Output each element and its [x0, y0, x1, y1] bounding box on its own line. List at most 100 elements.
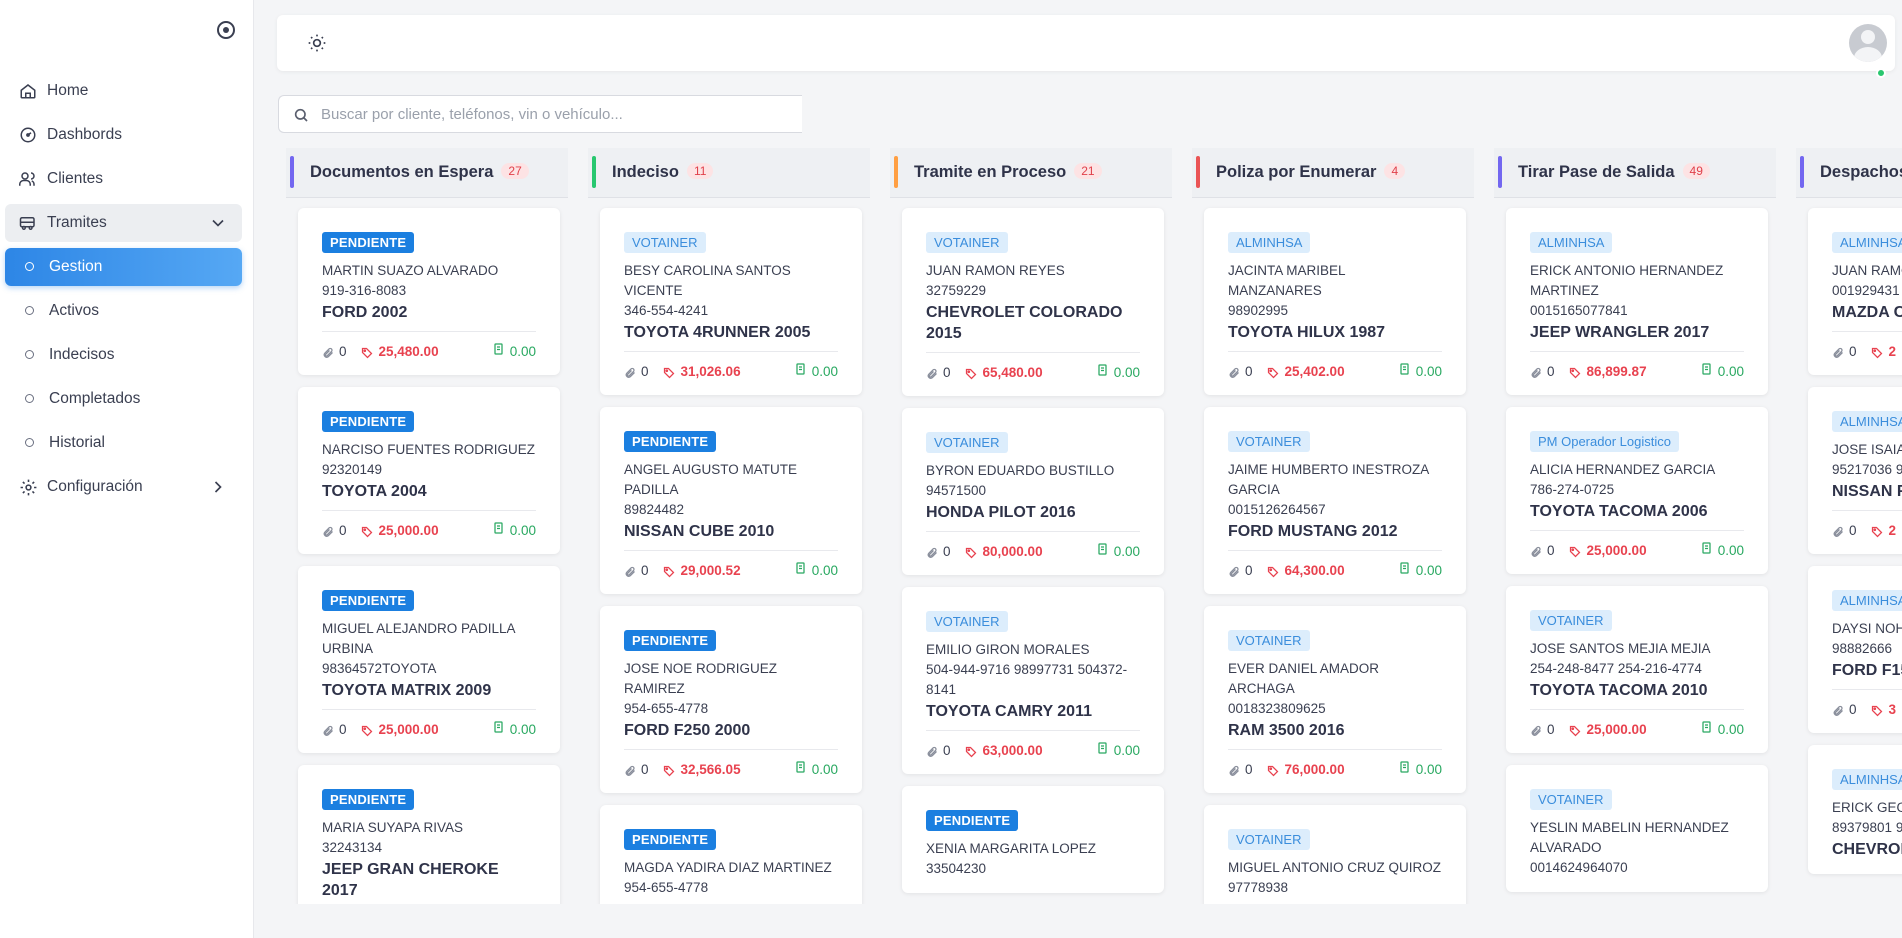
status-badge: VOTAINER — [926, 232, 1008, 253]
price-tag-icon — [1569, 366, 1581, 378]
amount-paid: 0.00 — [811, 562, 838, 578]
chevron-right-icon — [208, 477, 228, 497]
tramite-card[interactable]: PENDIENTE MAGDA YADIRA DIAZ MARTINEZ 954-6… — [600, 805, 862, 904]
status-badge: ALMINHSA — [1832, 590, 1902, 611]
column-header[interactable]: Documentos en Espera 27 — [286, 148, 568, 198]
client-phone: 0015165077841 — [1530, 303, 1628, 318]
amount-paid: 0.00 — [1717, 363, 1744, 379]
vehicle-label: TOYOTA TACOMA 2006 — [1530, 503, 1708, 520]
status-badge: PENDIENTE — [322, 590, 415, 611]
tramite-card[interactable]: PENDIENTE JOSE NOE RODRIGUEZ RAMIREZ 954-6… — [600, 606, 862, 793]
tramite-card[interactable]: PM Operador Logistico ALICIA HERNANDEZ GA… — [1506, 407, 1768, 574]
tramite-card[interactable]: PENDIENTE NARCISO FUENTES RODRIGUEZ 923201… — [298, 387, 560, 554]
tramite-card[interactable]: VOTAINER JAIME HUMBERTO INESTROZA GARCIA 0… — [1204, 407, 1466, 594]
paperclip-icon — [624, 764, 636, 776]
client-name: MIGUEL ANTONIO CRUZ QUIROZ — [1228, 860, 1442, 875]
tramite-card[interactable]: VOTAINER JOSE SANTOS MEJIA MEJIA 254-248-8… — [1506, 586, 1768, 753]
tramite-card[interactable]: ALMINHSA DAYSI NOH 98882666 FORD F15 0 3 — [1808, 566, 1902, 733]
receipt-icon — [1399, 362, 1410, 380]
column-title-text: Documentos en Espera — [310, 163, 494, 181]
sidebar-item-completados[interactable]: Completados — [5, 380, 242, 418]
tramite-card[interactable]: ALMINHSA ERICK GEO ALBERTO 89379801 9 CHEVR… — [1808, 745, 1902, 874]
column-header[interactable]: Tirar Pase de Salida 49 — [1494, 148, 1776, 198]
sidebar-item-historial[interactable]: Historial — [5, 424, 242, 462]
price-tag-icon — [663, 764, 675, 776]
attachments-count: 0 — [943, 365, 951, 380]
circle-icon — [25, 262, 34, 271]
attachments-count: 0 — [1849, 702, 1857, 717]
sidebar-item-dashbords[interactable]: Dashbords — [5, 116, 242, 154]
amount-due: 86,899.87 — [1586, 364, 1647, 379]
card-footer: 0 65,480.00 0.00 — [926, 352, 1140, 382]
tramite-card[interactable]: PENDIENTE XENIA MARGARITA LOPEZ 33504230 — [902, 786, 1164, 893]
tramite-card[interactable]: ALMINHSA ERICK ANTONIO HERNANDEZ MARTINEZ… — [1506, 208, 1768, 395]
status-badge: PENDIENTE — [624, 829, 717, 850]
sidebar-item-indecisos[interactable]: Indecisos — [5, 336, 242, 374]
paperclip-icon — [926, 546, 938, 558]
column-header[interactable]: Tramite en Proceso 21 — [890, 148, 1172, 198]
column-header[interactable]: Despachos — [1796, 148, 1902, 198]
paperclip-icon — [1530, 366, 1542, 378]
column-header[interactable]: Poliza por Enumerar 4 — [1192, 148, 1474, 198]
amount-due: 25,480.00 — [378, 344, 439, 359]
sidebar-item-label: Home — [47, 82, 89, 99]
sidebar-item-configuracion[interactable]: Configuración — [5, 468, 242, 506]
user-avatar[interactable] — [1849, 24, 1887, 62]
price-tag-icon — [1267, 565, 1279, 577]
column-title: Tirar Pase de Salida 49 — [1518, 163, 1710, 182]
sidebar-item-activos[interactable]: Activos — [5, 292, 242, 330]
attachments-count: 0 — [339, 523, 347, 538]
receipt-icon — [1701, 720, 1712, 738]
vehicle-label: FORD F250 2000 — [624, 722, 751, 739]
sidebar-item-gestion[interactable]: Gestion — [5, 248, 242, 286]
client-name: JUAN RAMON — [1832, 263, 1902, 278]
sidebar-item-label: Historial — [49, 434, 105, 451]
sidebar-nav: Home Dashbords Clientes Tramites Gest — [0, 72, 254, 512]
sidebar-collapse-toggle-icon[interactable] — [217, 21, 235, 39]
client-name: MARTIN SUAZO ALVARADO — [322, 263, 499, 278]
amount-paid: 0.00 — [1113, 543, 1140, 559]
tramite-card[interactable]: PENDIENTE MARIA SUYAPA RIVAS 32243134 JEEP … — [298, 765, 560, 904]
receipt-icon — [493, 720, 504, 738]
client-phone: 89379801 9 — [1832, 820, 1902, 835]
status-badge: PENDIENTE — [322, 789, 415, 810]
paid-amount-group: 0.00 — [1097, 363, 1140, 381]
theme-toggle-sun-icon[interactable] — [307, 33, 327, 53]
sidebar-item-home[interactable]: Home — [5, 72, 242, 110]
tramite-card[interactable]: VOTAINER BESY CAROLINA SANTOS VICENTE 346-… — [600, 208, 862, 395]
client-name: MARIA SUYAPA RIVAS — [322, 820, 464, 835]
tramite-card[interactable]: PENDIENTE MARTIN SUAZO ALVARADO 919-316-80… — [298, 208, 560, 375]
column-header[interactable]: Indeciso 11 — [588, 148, 870, 198]
tramite-card[interactable]: VOTAINER JUAN RAMON REYES 32759229 CHEVROLE… — [902, 208, 1164, 396]
tramite-card[interactable]: PENDIENTE MIGUEL ALEJANDRO PADILLA URBINA… — [298, 566, 560, 753]
card-footer: 0 86,899.87 0.00 — [1530, 351, 1744, 381]
amount-due: 32,566.05 — [680, 762, 741, 777]
tramite-card[interactable]: VOTAINER EMILIO GIRON MORALES 504-944-9716… — [902, 587, 1164, 774]
status-badge: ALMINHSA — [1832, 232, 1902, 253]
tramite-card[interactable]: VOTAINER EVER DANIEL AMADOR ARCHAGA 001832… — [1204, 606, 1466, 793]
tramite-card[interactable]: VOTAINER BYRON EDUARDO BUSTILLO 94571500 HO… — [902, 408, 1164, 575]
search-input[interactable] — [321, 96, 791, 132]
sidebar-item-tramites[interactable]: Tramites — [5, 204, 242, 242]
status-badge: VOTAINER — [1228, 630, 1310, 651]
status-badge: PENDIENTE — [926, 810, 1019, 831]
client-name: NARCISO FUENTES RODRIGUEZ — [322, 442, 536, 457]
card-list: PENDIENTE MARTIN SUAZO ALVARADO 919-316-80… — [298, 208, 560, 904]
tramite-card[interactable]: PENDIENTE ANGEL AUGUSTO MATUTE PADILLA 898… — [600, 407, 862, 594]
client-name: EVER DANIEL AMADOR ARCHAGA — [1228, 661, 1380, 696]
vehicle-label: NISSAN F — [1832, 483, 1902, 500]
price-tag-icon — [965, 546, 977, 558]
vehicle-label: JEEP GRAN CHEROKE 2017 — [322, 861, 499, 899]
sidebar-item-clientes[interactable]: Clientes — [5, 160, 242, 198]
status-badge: VOTAINER — [926, 611, 1008, 632]
amount-due: 76,000.00 — [1284, 762, 1345, 777]
column-color-bar — [1800, 156, 1804, 188]
price-tag-icon — [965, 745, 977, 757]
tramite-card[interactable]: VOTAINER MIGUEL ANTONIO CRUZ QUIROZ 977789… — [1204, 805, 1466, 904]
tramite-card[interactable]: VOTAINER YESLIN MABELIN HERNANDEZ ALVARAD… — [1506, 765, 1768, 892]
column-title-text: Indeciso — [612, 163, 679, 181]
tramite-card[interactable]: ALMINHSA JACINTA MARIBEL MANZANARES 989029… — [1204, 208, 1466, 395]
